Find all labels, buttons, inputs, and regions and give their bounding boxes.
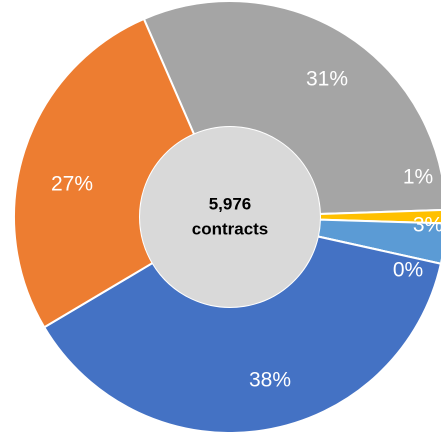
center-caption: contracts — [192, 219, 269, 238]
data-label: 38% — [249, 369, 291, 392]
data-label: 1% — [403, 166, 433, 189]
data-label: 3% — [413, 214, 441, 237]
data-label: 0% — [393, 259, 423, 282]
center-label: 5,976 — [209, 194, 252, 213]
data-label: 31% — [306, 68, 348, 91]
data-label: 27% — [51, 173, 93, 196]
center-hole — [140, 127, 320, 307]
